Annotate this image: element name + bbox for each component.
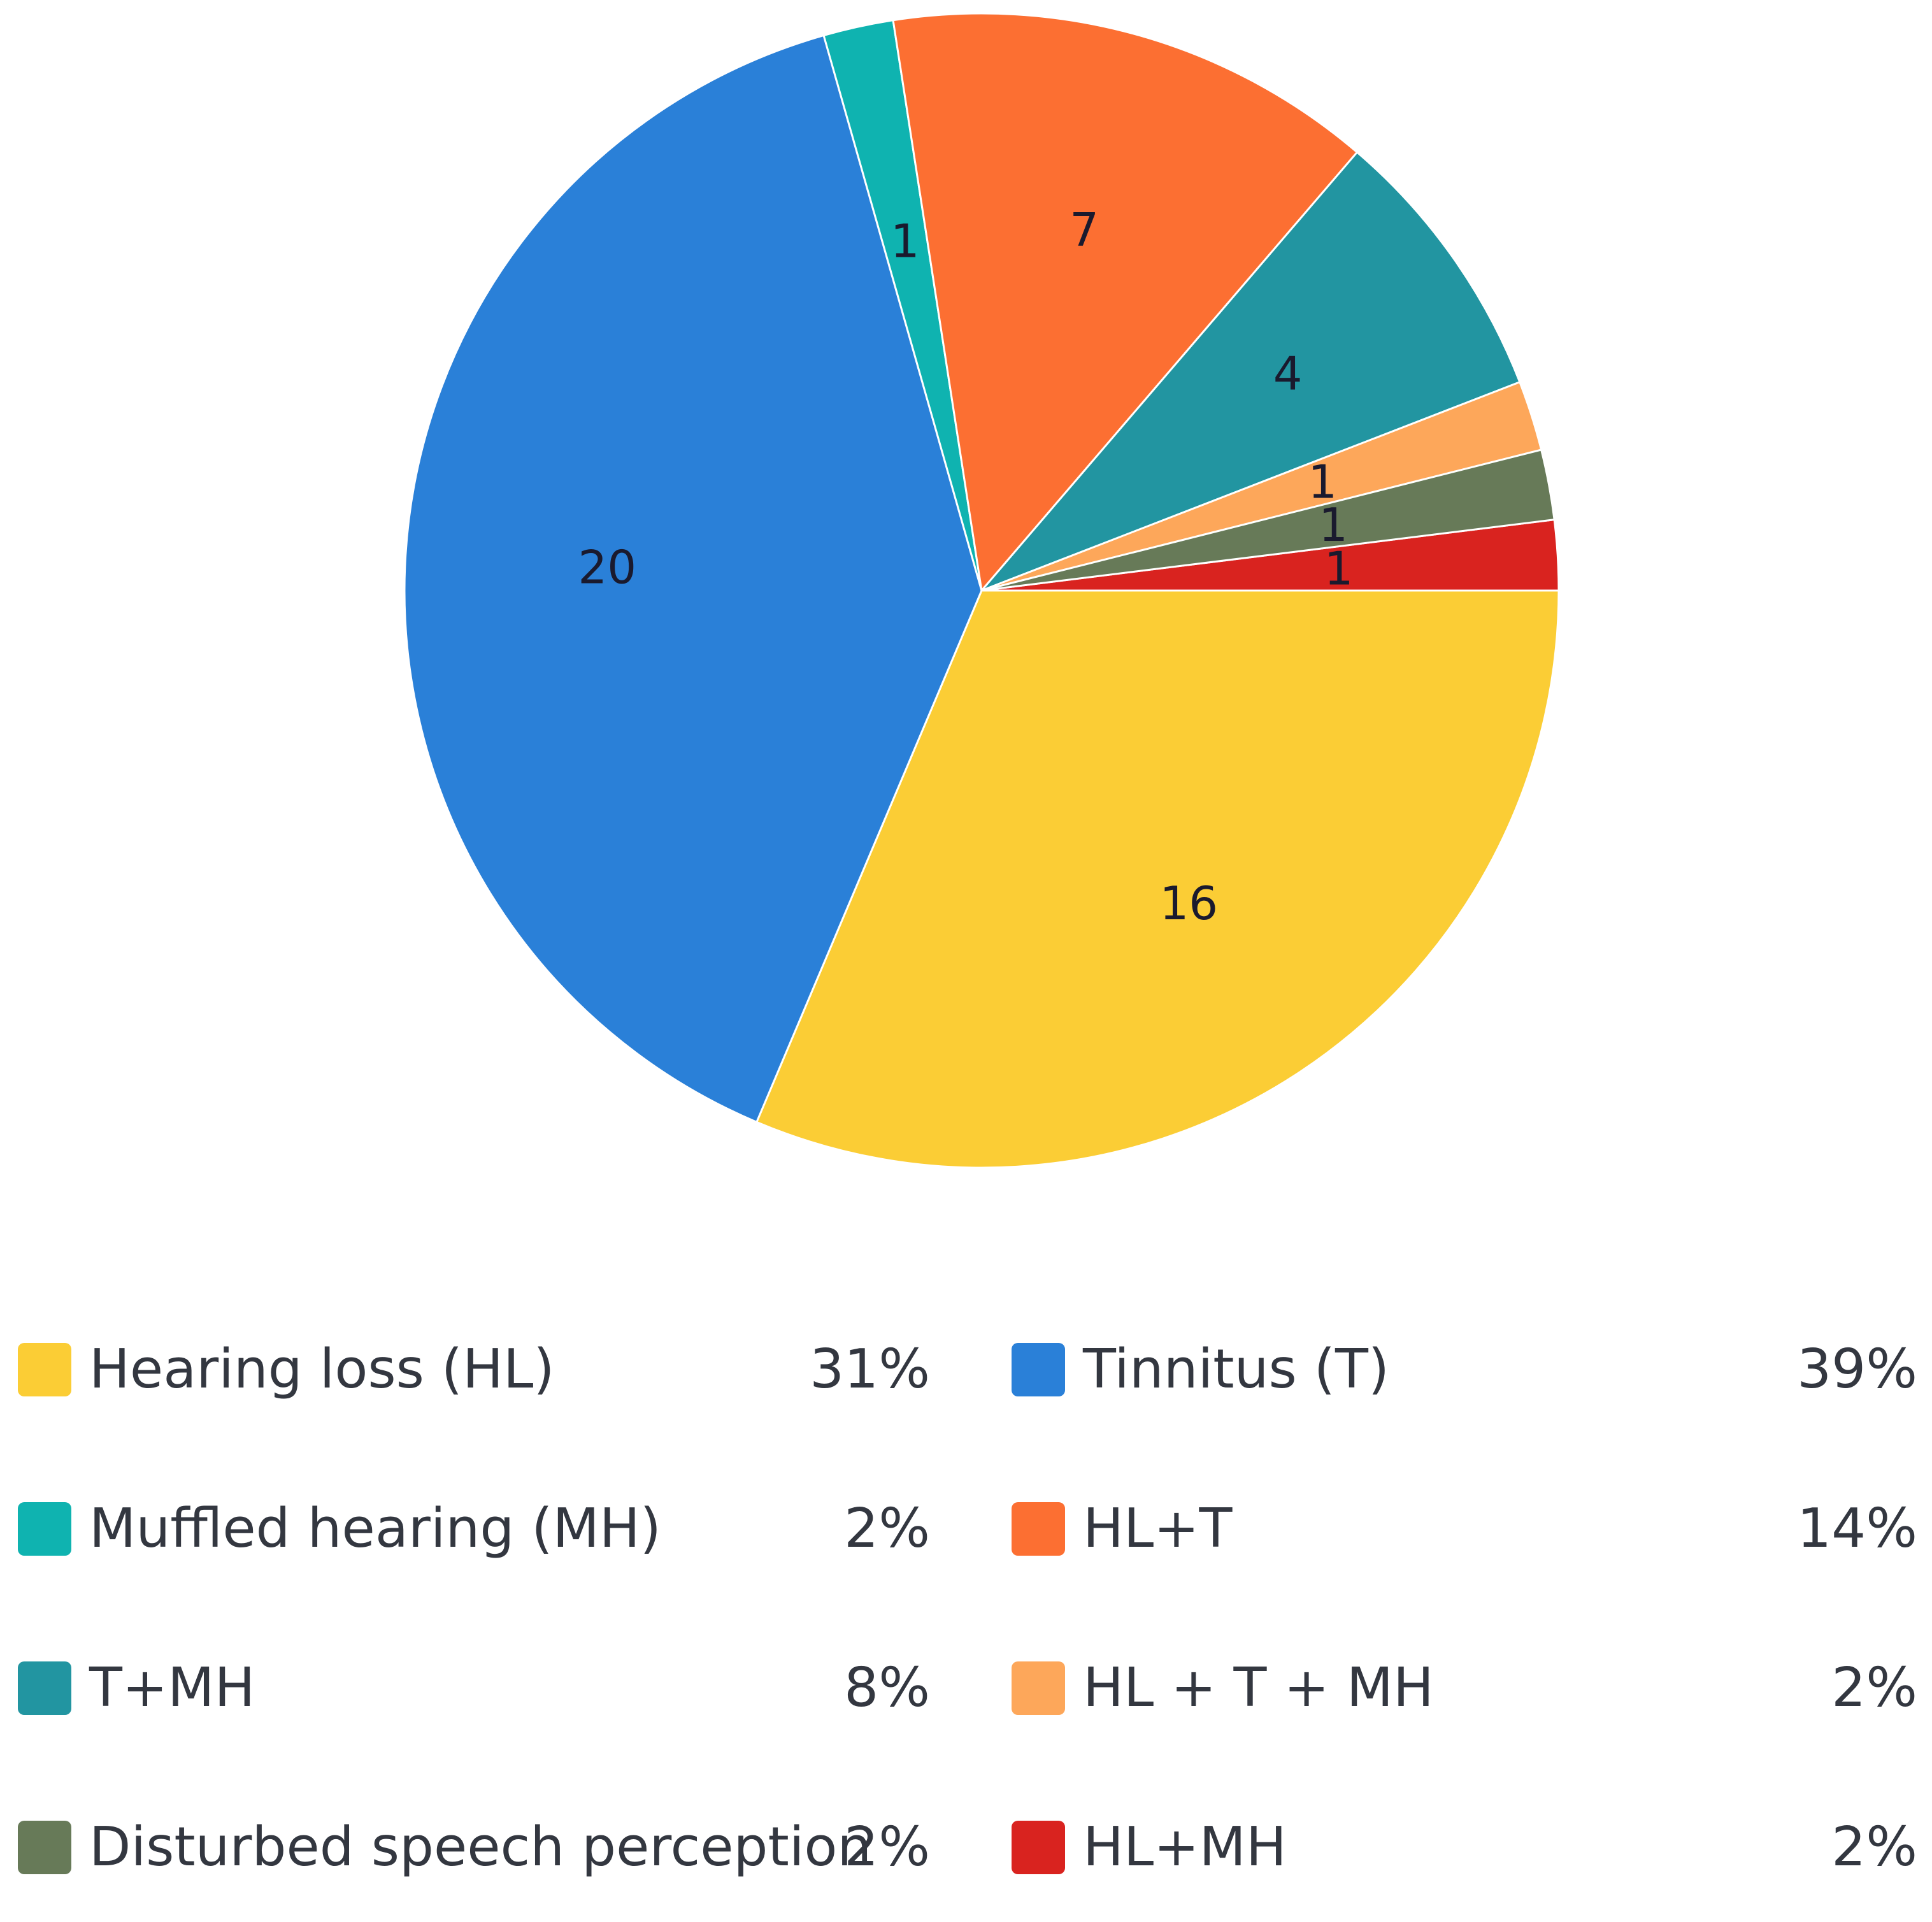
legend-swatch [1012,1502,1065,1556]
data-label-hearing-loss-hl: 16 [1159,877,1218,930]
pie-slice-hearing-loss-hl [755,589,1560,1169]
legend-item: Disturbed speech perception 2% [0,1809,936,1886]
legend-swatch [18,1343,71,1396]
legend-swatch [18,1502,71,1556]
legend-label: Muffled hearing (MH) [89,1497,661,1560]
legend-item: Muffled hearing (MH) 2% [0,1491,936,1567]
legend-swatch [1012,1821,1065,1874]
data-label-hl-t: 7 [1070,203,1099,257]
pie-slice-t-mh [980,150,1521,592]
legend-percent: 14% [1797,1497,1917,1560]
legend-label: HL+T [1083,1497,1233,1560]
legend-item: T+MH 8% [0,1650,936,1726]
legend-swatch [1012,1661,1065,1715]
data-label-hl-mh: 1 [1324,541,1354,595]
data-label-muffled-hearing-mh: 1 [891,214,920,268]
legend-label: Hearing loss (HL) [89,1338,555,1401]
legend-item: Tinnitus (T) 39% [994,1331,1924,1408]
pie-slice-tinnitus-t [403,34,983,1124]
legend-label: T+MH [89,1656,255,1719]
legend-percent: 31% [810,1338,930,1401]
legend-swatch [18,1821,71,1874]
data-label-t-mh: 4 [1273,347,1303,401]
legend-percent: 39% [1797,1338,1917,1401]
data-label-disturbed-speech-perception: 1 [1319,498,1348,552]
legend-label: HL + T + MH [1083,1656,1434,1719]
legend-item: HL+MH 2% [994,1809,1924,1886]
data-label-hl-t-mh: 1 [1308,455,1337,509]
pie-slices [403,12,1560,1169]
legend-percent: 2% [1831,1656,1917,1719]
legend-percent: 2% [1831,1816,1917,1879]
legend-label: Tinnitus (T) [1083,1338,1390,1401]
legend-item: HL+T 14% [994,1491,1924,1567]
legend-item: Hearing loss (HL) 31% [0,1331,936,1408]
legend-label: Disturbed speech perception [89,1816,872,1879]
legend-item: HL + T + MH 2% [994,1650,1924,1726]
data-label-tinnitus-t: 20 [578,541,636,594]
pie-slice-disturbed-speech-perception [981,448,1556,592]
legend-percent: 2% [844,1816,930,1879]
legend-swatch [18,1661,71,1715]
legend-label: HL+MH [1083,1816,1287,1879]
chart-legend: Hearing loss (HL) 31% Tinnitus (T) 39% Muffl… [0,1331,1932,1905]
pie-slice-hl-t [892,12,1359,593]
legend-percent: 2% [844,1497,930,1560]
legend-percent: 8% [844,1656,930,1719]
legend-swatch [1012,1343,1065,1396]
